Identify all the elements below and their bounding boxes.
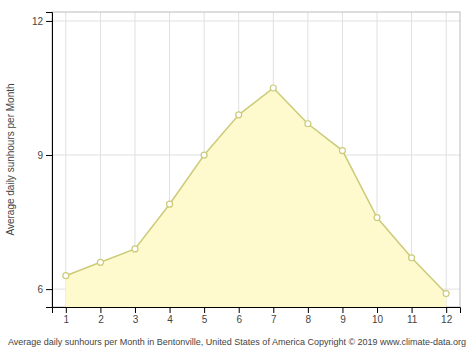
tick-label: 1: [64, 314, 70, 325]
marker: [305, 121, 311, 127]
tick: 9: [37, 150, 52, 161]
tick-mark: [446, 307, 447, 313]
tick-label: 3: [133, 314, 139, 325]
tick-mark: [239, 307, 240, 313]
tick: 6: [37, 284, 52, 295]
marker: [374, 215, 380, 221]
marker: [201, 152, 207, 158]
tick-label: 6: [236, 314, 242, 325]
x-axis: 123456789101112: [53, 307, 461, 325]
tick: 3: [133, 307, 139, 325]
tick-label: 5: [202, 314, 208, 325]
tick-mark: [100, 307, 101, 313]
tick-mark: [135, 307, 136, 313]
tick: 1: [64, 307, 70, 325]
tick-mark: [46, 155, 52, 156]
tick-label: 7: [271, 314, 277, 325]
tick: 7: [271, 307, 277, 325]
tick-mark: [342, 307, 343, 313]
y-axis: 6 9 12: [32, 13, 53, 308]
tick: 10: [372, 307, 384, 325]
tick-label: 10: [372, 314, 384, 325]
axis-line: [46, 13, 53, 308]
line: [66, 88, 446, 294]
tick-label: 4: [167, 314, 173, 325]
tick: 12: [441, 307, 453, 325]
grid-line-y: [52, 20, 460, 21]
plot-frame: [52, 12, 460, 307]
marker: [409, 255, 415, 261]
tick-mark: [308, 307, 309, 313]
plot: 1234567891011126912: [32, 12, 461, 325]
tick: 8: [306, 307, 312, 325]
tick-mark: [273, 307, 274, 313]
tick-mark: [377, 307, 378, 313]
tick-mark: [46, 289, 52, 290]
tick-mark: [412, 307, 413, 313]
tick: 6: [236, 307, 242, 325]
grid: [52, 12, 460, 307]
marker: [63, 273, 69, 279]
tick-label: 12: [32, 16, 44, 27]
tick-label: 12: [441, 314, 453, 325]
chart: 1234567891011126912Average daily sunhour…: [0, 0, 474, 355]
tick: 5: [202, 307, 208, 325]
tick-label: 11: [407, 314, 418, 325]
tick: 11: [407, 307, 418, 325]
marker: [236, 112, 242, 118]
marker: [270, 85, 276, 91]
tick-label: 2: [98, 314, 104, 325]
marker: [97, 259, 103, 265]
tick-mark: [170, 307, 171, 313]
marker: [132, 246, 138, 252]
tick-mark: [204, 307, 205, 313]
tick-label: 8: [306, 314, 312, 325]
y-axis-label: Average daily sunhours per Month: [5, 83, 16, 235]
tick: 9: [340, 307, 346, 325]
tick: 12: [32, 16, 52, 27]
marks: [63, 85, 449, 307]
tick-mark: [46, 21, 52, 22]
tick-label: 9: [340, 314, 346, 325]
marker: [167, 201, 173, 207]
tick: 2: [98, 307, 104, 325]
axis-line: [53, 308, 461, 314]
tick-mark: [66, 307, 67, 313]
grid-line-x: [65, 12, 66, 307]
grid-line-x: [446, 12, 447, 307]
marker: [443, 291, 449, 297]
tick-label: 9: [37, 150, 43, 161]
tick: 4: [167, 307, 173, 325]
tick-label: 6: [37, 284, 43, 295]
x-axis-label: Average daily sunhours per Month in Bent…: [8, 337, 466, 347]
area: [66, 88, 446, 307]
marker: [339, 148, 345, 154]
